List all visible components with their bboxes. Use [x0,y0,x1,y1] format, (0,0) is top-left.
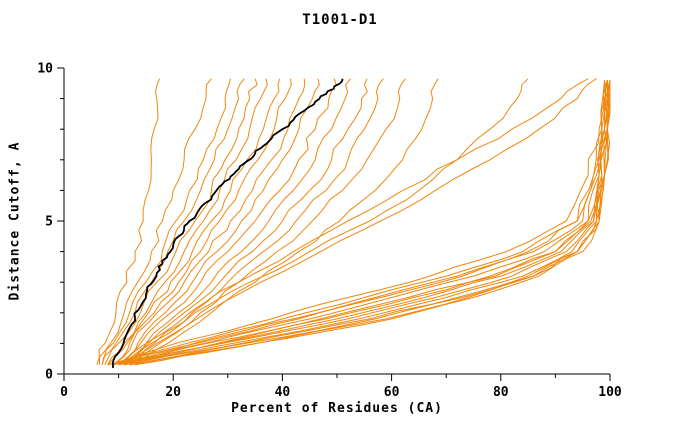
x-tick-label: 80 [493,385,509,400]
chart-title: T1001-D1 [302,12,378,28]
y-tick-label: 5 [45,215,53,230]
series-model-02 [99,78,212,365]
series-model-07 [107,78,281,366]
series-model-31 [118,80,608,366]
series-model-24 [112,80,610,366]
series-model-06 [107,78,268,366]
series-model-16 [134,78,439,366]
series-model-32 [129,80,611,366]
series-model-09 [112,78,306,366]
series-model-19 [123,78,597,366]
series-model-04 [101,78,245,365]
series-model-26 [107,80,606,366]
y-tick-label: 10 [37,62,53,77]
series-reference [111,78,344,368]
series-model-17 [123,78,529,366]
series-model-15 [129,78,406,366]
series-model-11 [118,78,337,366]
series-model-10 [118,78,320,366]
y-tick-label: 0 [45,368,53,383]
x-tick-label: 0 [60,385,68,400]
x-tick-label: 20 [165,385,181,400]
series-model-23 [124,80,611,366]
series-model-03 [101,78,231,365]
series-model-08 [112,78,292,366]
series-model-01 [96,78,161,365]
x-tick-label: 100 [598,385,622,400]
series-model-13 [123,78,368,366]
series-model-18 [118,78,589,366]
series-model-22 [107,80,607,366]
x-tick-label: 60 [384,385,400,400]
series-model-12 [123,78,352,366]
series-model-28 [134,80,611,366]
x-axis-label: Percent of Residues (CA) [231,401,443,416]
series-model-05 [104,78,258,366]
x-tick-label: 40 [275,385,291,400]
series-model-33 [107,80,608,366]
